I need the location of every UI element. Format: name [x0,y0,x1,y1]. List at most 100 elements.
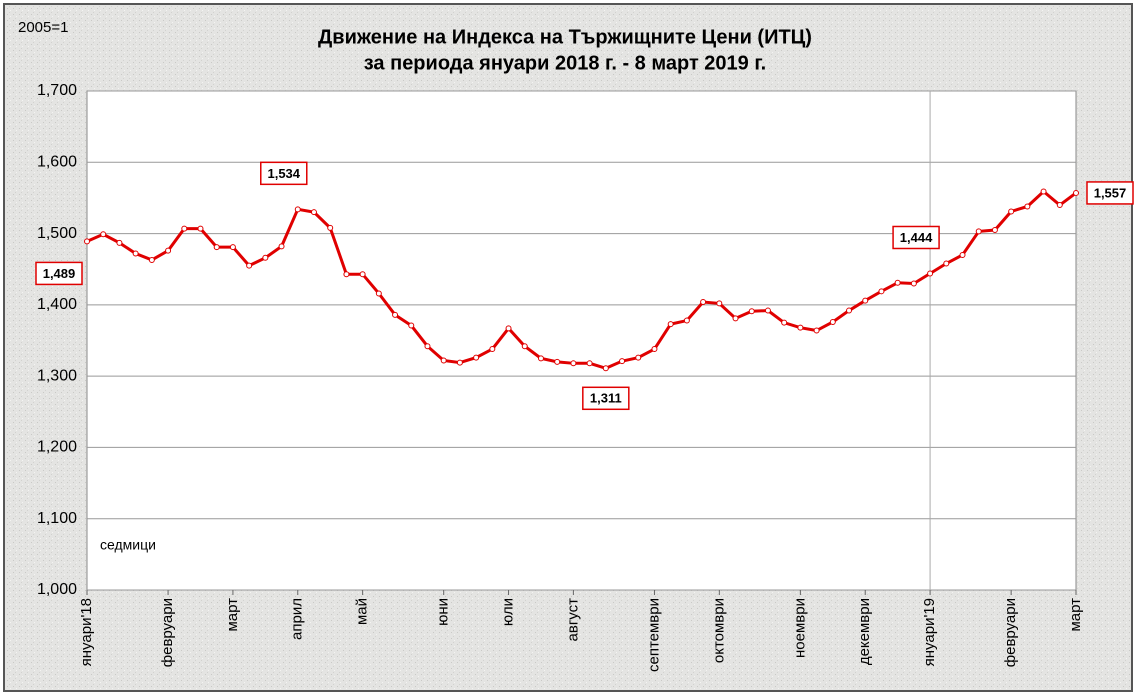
x-tick-label: април [289,598,306,640]
point [392,311,399,318]
point [570,360,577,367]
point [602,365,609,372]
plot-area [86,90,1077,591]
point [408,322,415,329]
x-tick-label: декември [856,598,873,665]
point [894,279,901,286]
y-tick-label: 1,700 [37,82,77,99]
data-label: 1,444 [900,230,933,245]
point [683,317,690,324]
point [181,225,188,232]
x-axis-note: седмици [100,537,156,553]
point [651,346,658,353]
data-label: 1,489 [43,266,76,281]
point [862,297,869,304]
data-label-box [582,386,630,411]
x-tick-label: март [1067,598,1084,632]
point [521,343,528,350]
point [84,238,90,245]
x-tick-label: октомври [710,598,727,663]
x-tick-label: август [564,598,581,642]
x-tick-label: ноември [791,598,808,658]
point [440,357,447,364]
point [456,359,463,366]
point [700,299,707,306]
x-tick-label: март [224,598,241,632]
data-label: 1,534 [267,166,300,181]
point [1024,203,1031,210]
base-note: 2005=1 [18,19,68,36]
point [813,327,820,334]
y-tick-label: 1,000 [37,581,77,598]
x-tick-label: януари'19 [921,598,938,666]
point [1073,189,1079,196]
data-label: 1,311 [590,391,622,406]
data-label: 1,557 [1094,185,1127,200]
chart-title: Движение на Индекса на Тържищните Цени (… [318,26,812,48]
x-tick-label: май [354,598,371,625]
x-tick-label: януари'18 [78,598,95,666]
point [116,239,123,246]
point [554,358,561,365]
point [294,206,301,213]
point [781,319,788,326]
point [359,271,366,278]
point [748,308,755,315]
point [262,254,269,261]
point [943,260,950,267]
point [537,355,544,362]
point [846,307,853,314]
point [343,271,350,278]
x-tick-label: юни [435,598,452,626]
point [197,225,204,232]
point [229,244,236,251]
point [878,288,885,295]
point [764,307,771,314]
point [148,256,155,263]
point [586,360,593,367]
point [132,250,139,257]
point [213,244,220,251]
point [619,358,626,365]
data-label-box [1086,181,1134,205]
point [278,243,285,250]
point [505,325,512,332]
y-tick-label: 1,100 [37,510,77,527]
point [1056,202,1063,209]
point [635,354,642,361]
data-label-box [35,261,83,286]
x-tick-label: септември [645,598,662,672]
y-tick-label: 1,300 [37,367,77,384]
data-label-box [260,161,308,186]
point [716,300,723,307]
point [327,224,334,231]
y-tick-label: 1,500 [37,225,77,242]
point [829,318,836,325]
point [959,251,966,258]
point [100,231,107,238]
data-label-box [892,225,940,250]
chart-subtitle: за периода януари 2018 г. - 8 март 2019 … [364,52,766,74]
point [975,228,982,235]
y-tick-label: 1,200 [37,439,77,456]
x-tick-label: февруари [1002,598,1019,667]
point [375,290,382,297]
point [991,227,998,234]
point [1008,208,1015,215]
y-tick-label: 1,400 [37,296,77,313]
point [310,209,317,216]
y-tick-label: 1,600 [37,154,77,171]
point [165,247,172,254]
point [424,343,431,350]
x-tick-label: юли [500,598,517,626]
point [473,354,480,361]
point [732,315,739,322]
point [246,262,253,269]
point [667,321,674,328]
point [910,280,917,287]
point [489,346,496,353]
x-tick-label: февруари [159,598,176,667]
point [927,270,934,277]
point [1040,188,1047,195]
